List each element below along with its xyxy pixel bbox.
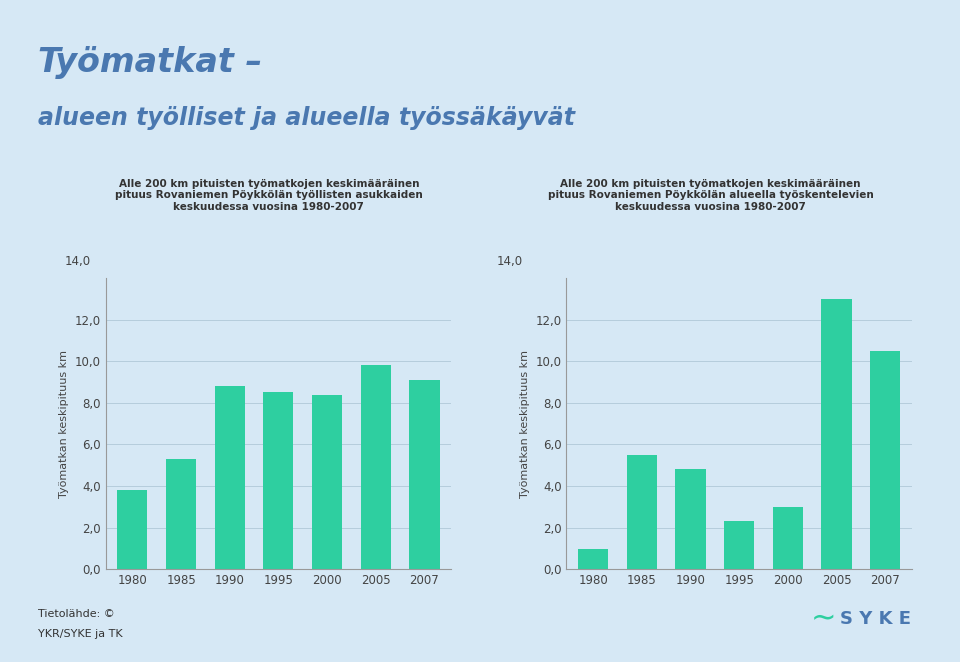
Text: S Y K E: S Y K E [840,610,911,628]
Bar [773,507,803,569]
Text: Tietolähde: ©: Tietolähde: © [38,609,115,619]
Text: 14,0: 14,0 [497,255,523,268]
Bar [870,351,900,569]
Bar [215,386,245,569]
Bar [676,469,706,569]
Y-axis label: Työmatkan keskipituus km: Työmatkan keskipituus km [60,350,69,498]
Text: Alle 200 km pituisten työmatkojen keskimääräinen
pituus Rovaniemen Pöykkölän alu: Alle 200 km pituisten työmatkojen keskim… [547,179,874,212]
Text: Työmatkat –: Työmatkat – [38,46,263,79]
Text: 14,0: 14,0 [65,255,91,268]
Bar [409,380,440,569]
Bar [361,365,391,569]
Bar [263,393,294,569]
Text: YKR/SYKE ja TK: YKR/SYKE ja TK [38,629,123,639]
Text: ∼: ∼ [811,604,837,634]
Text: Alle 200 km pituisten työmatkojen keskimääräinen
pituus Rovaniemen Pöykkölän työ: Alle 200 km pituisten työmatkojen keskim… [115,179,422,212]
Y-axis label: Työmatkan keskipituus km: Työmatkan keskipituus km [520,350,530,498]
Bar [117,491,148,569]
Bar [724,522,755,569]
Bar [166,459,196,569]
Bar [312,395,342,569]
Bar [578,549,609,569]
Bar [822,299,852,569]
Bar [627,455,657,569]
Text: alueen työlliset ja alueella työssäkäyvät: alueen työlliset ja alueella työssäkäyvä… [38,106,575,130]
